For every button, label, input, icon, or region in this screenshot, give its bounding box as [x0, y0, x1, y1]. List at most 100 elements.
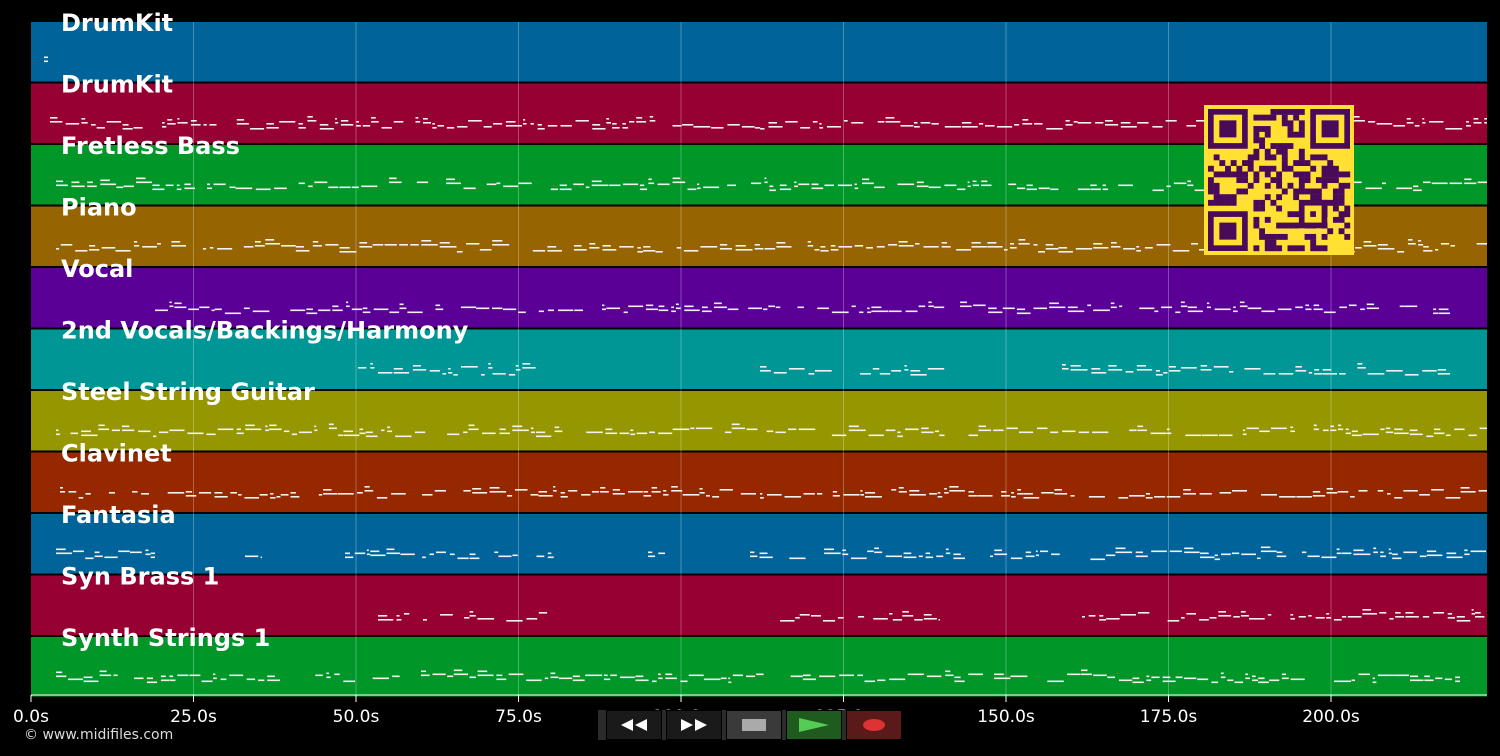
note: [359, 428, 364, 431]
note: [387, 426, 391, 429]
note: [1351, 120, 1365, 122]
note: [115, 250, 131, 252]
note: [432, 673, 446, 676]
note: [362, 311, 371, 314]
note: [1242, 433, 1247, 436]
note: [1181, 367, 1197, 369]
note: [1410, 679, 1424, 682]
note: [56, 671, 63, 674]
note: [1062, 368, 1069, 370]
stop-button[interactable]: [726, 710, 782, 740]
note: [266, 127, 279, 129]
note: [1078, 431, 1089, 434]
note: [1261, 310, 1275, 313]
fast-forward-button[interactable]: [666, 710, 722, 740]
note: [645, 304, 654, 307]
note: [547, 125, 558, 127]
note: [1437, 373, 1450, 375]
note: [732, 674, 743, 677]
play-button[interactable]: [786, 710, 842, 740]
note: [1326, 488, 1333, 490]
note: [87, 185, 97, 188]
note: [518, 311, 526, 314]
note: [885, 117, 895, 119]
note: [902, 615, 914, 617]
note: [779, 188, 792, 191]
note: [177, 118, 180, 120]
note: [854, 245, 864, 247]
note: [280, 494, 289, 496]
note: [1035, 550, 1038, 553]
note: [862, 182, 874, 185]
note: [1307, 555, 1320, 558]
note: [44, 56, 48, 59]
note: [819, 123, 822, 125]
note: [381, 429, 385, 432]
record-button[interactable]: [846, 710, 902, 740]
note: [477, 618, 495, 620]
note: [265, 429, 269, 432]
note: [648, 551, 653, 554]
note: [1047, 680, 1064, 683]
note: [530, 494, 539, 496]
note: [1314, 369, 1320, 371]
note: [776, 246, 792, 248]
note: [1033, 307, 1047, 310]
rewind-button[interactable]: [606, 710, 662, 740]
note: [1460, 491, 1476, 493]
note: [1187, 180, 1191, 183]
note: [366, 553, 371, 556]
note: [1166, 432, 1172, 435]
note: [854, 187, 859, 190]
note: [335, 122, 339, 124]
note: [800, 127, 811, 129]
note: [550, 672, 556, 675]
note: [290, 492, 296, 494]
note: [814, 249, 820, 251]
note: [185, 491, 193, 493]
note: [630, 429, 634, 432]
note: [207, 183, 210, 186]
note: [1382, 182, 1386, 185]
note: [141, 493, 149, 495]
note: [1357, 367, 1366, 369]
note: [468, 428, 479, 431]
note: [727, 124, 740, 126]
note: [1180, 301, 1185, 304]
note: [130, 551, 142, 554]
note: [1403, 551, 1417, 554]
note: [1234, 681, 1244, 684]
note: [213, 673, 216, 676]
note: [160, 679, 170, 682]
note: [505, 125, 522, 127]
note: [769, 185, 774, 188]
note: [1107, 676, 1116, 679]
note: [760, 128, 765, 130]
note: [547, 250, 562, 252]
note: [1380, 555, 1386, 558]
note: [1422, 370, 1437, 372]
note: [973, 304, 986, 307]
note: [1376, 123, 1393, 125]
note: [1081, 673, 1092, 676]
note: [877, 679, 886, 682]
note: [1247, 307, 1262, 310]
note: [250, 128, 265, 130]
note: [381, 127, 392, 129]
note: [1118, 184, 1133, 187]
note: [366, 549, 369, 552]
note: [357, 492, 363, 494]
note: [229, 674, 244, 677]
note: [759, 556, 773, 559]
note: [351, 308, 363, 311]
note: [371, 117, 376, 119]
note: [903, 552, 912, 555]
note: [1295, 366, 1302, 368]
note: [1431, 182, 1448, 185]
note: [1034, 123, 1043, 125]
note: [926, 675, 942, 678]
note: [169, 305, 174, 308]
note: [489, 487, 500, 489]
note: [1409, 433, 1423, 436]
note: [1424, 675, 1430, 678]
